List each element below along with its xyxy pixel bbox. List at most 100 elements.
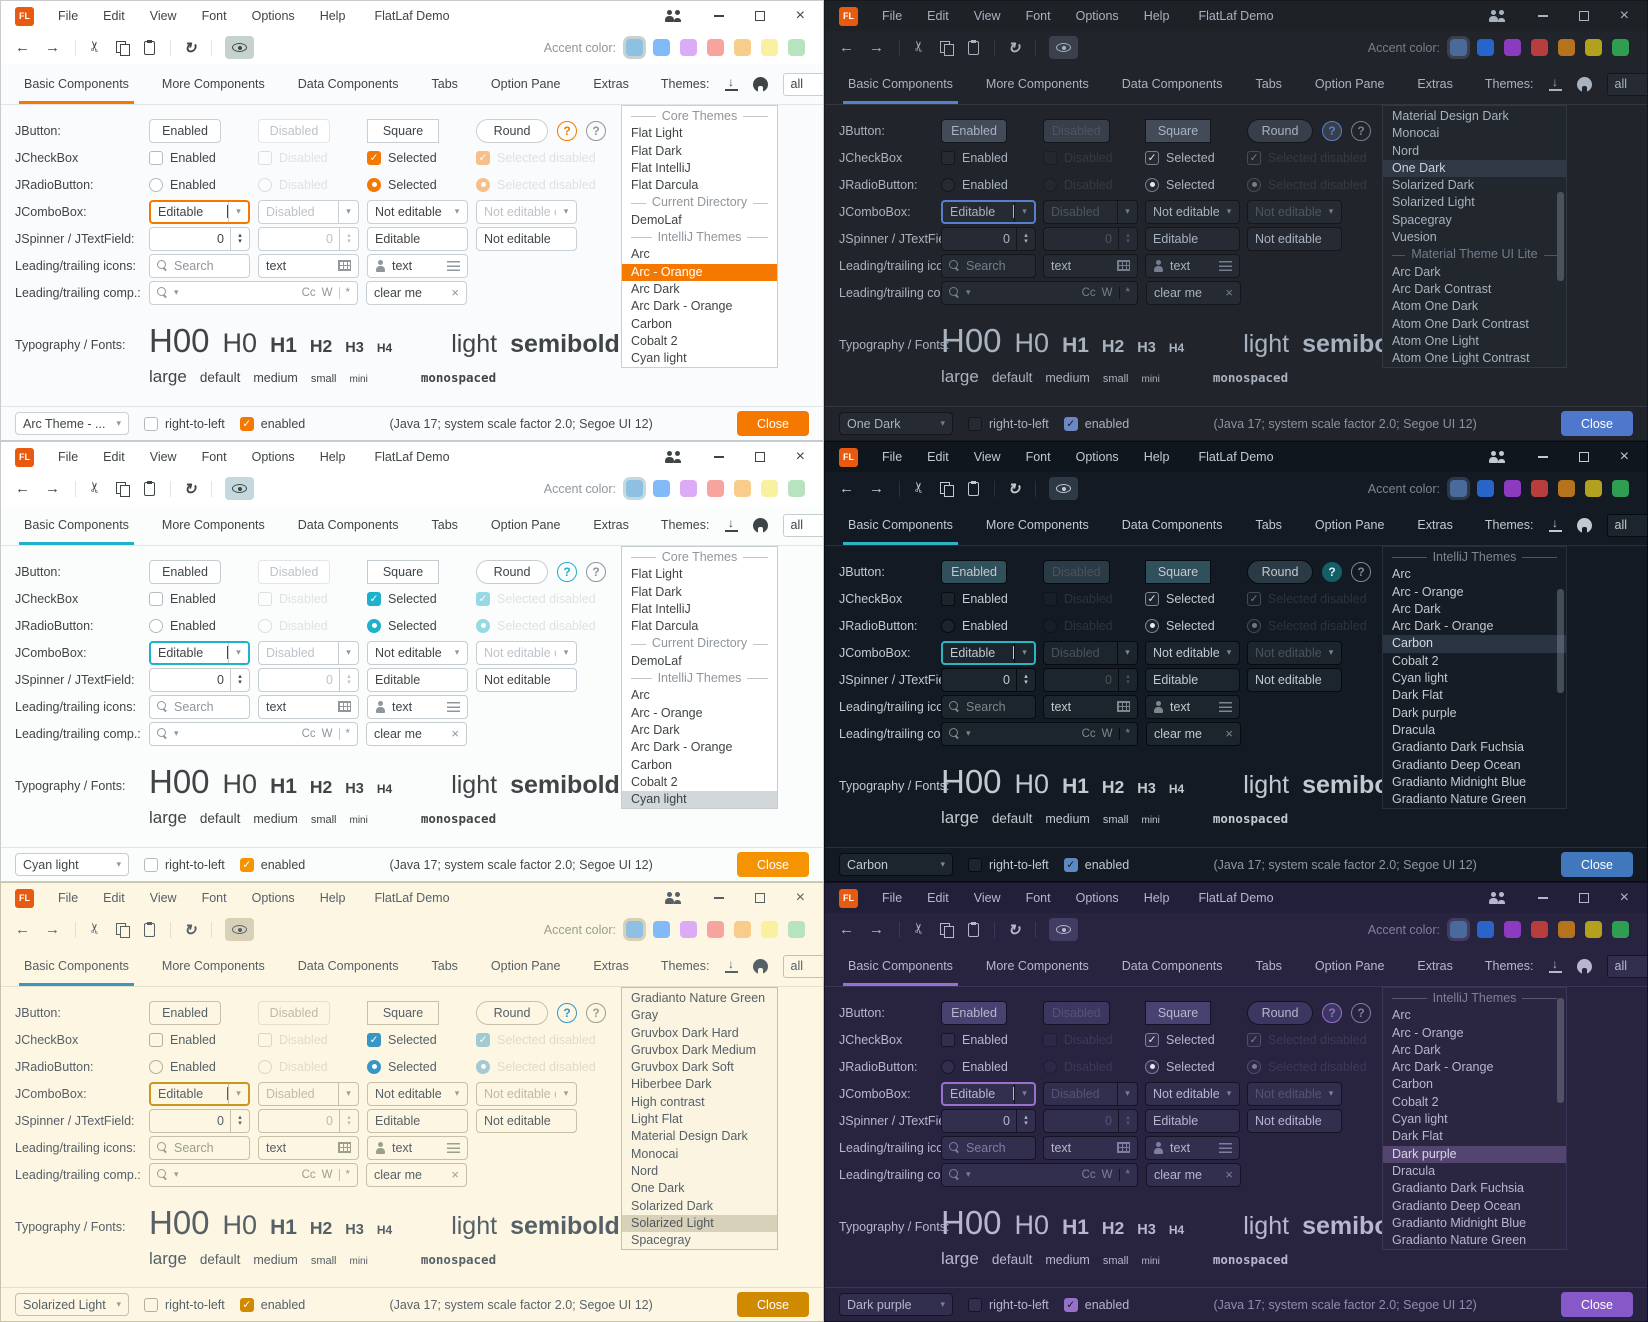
list-icon[interactable] — [1219, 260, 1232, 271]
themes-listbox[interactable]: IntelliJ Themes Arc Arc - Orange Arc Dark Ar… — [1382, 546, 1567, 809]
spinner-buttons[interactable] — [230, 668, 249, 691]
tab-extras[interactable]: Extras — [1417, 959, 1453, 973]
search-input[interactable]: Search — [149, 694, 250, 719]
combobox-arrow-button[interactable]: ▾ — [228, 642, 248, 663]
accent-swatch-default[interactable] — [626, 921, 643, 938]
help-button-outline[interactable]: ? — [586, 561, 606, 582]
theme-list-item[interactable]: Light Flat — [631, 1112, 683, 1127]
theme-list-item[interactable]: Flat IntelliJ — [631, 601, 691, 616]
theme-list-item[interactable]: Cyan light — [622, 791, 777, 808]
theme-list-item[interactable]: Atom One Light Contrast — [1392, 351, 1530, 366]
enabled-checkbox[interactable]: ✓ enabled — [239, 1297, 305, 1312]
spinner[interactable]: 0 — [941, 667, 1036, 692]
chevron-down-icon[interactable]: ▾ — [966, 1169, 971, 1179]
text-field-with-person-icon[interactable]: text — [367, 1135, 468, 1160]
accent-swatch-orange[interactable] — [734, 39, 751, 56]
square-button[interactable]: Square — [1145, 118, 1211, 143]
editable-textfield[interactable]: Editable — [1145, 226, 1240, 251]
theme-filter-combobox[interactable]: all ▾ — [782, 513, 823, 537]
theme-combobox[interactable]: One Dark ▾ — [839, 412, 953, 435]
theme-list-item[interactable]: Atom One Dark — [1392, 299, 1479, 314]
radio-selected[interactable]: Selected — [1145, 618, 1247, 633]
theme-combobox[interactable]: Carbon ▾ — [839, 853, 953, 876]
theme-list-item[interactable]: Atom One Dark Contrast — [1392, 316, 1529, 331]
theme-list-item[interactable]: Nord — [631, 1163, 659, 1178]
editable-combobox[interactable]: Editable ▾ — [149, 640, 250, 665]
list-icon[interactable] — [447, 1142, 460, 1153]
round-button[interactable]: Round — [476, 1000, 548, 1025]
show-hidden-toggle[interactable] — [225, 477, 255, 500]
close-window-button[interactable]: × — [795, 7, 805, 24]
combobox-arrow-button[interactable]: ▾ — [1014, 1083, 1034, 1104]
chevron-down-icon[interactable]: ▾ — [174, 1169, 179, 1179]
theme-list-item[interactable]: Solarized Dark — [1392, 178, 1474, 193]
theme-list-item[interactable]: One Dark — [1383, 159, 1566, 178]
accent-swatch-green[interactable] — [1612, 921, 1629, 938]
checkbox-selected[interactable]: ✓ Selected — [1145, 150, 1247, 165]
list-icon[interactable] — [1219, 701, 1232, 712]
theme-list-item[interactable]: Dracula — [1392, 722, 1436, 737]
theme-list-item[interactable]: One Dark — [631, 1181, 685, 1196]
accent-swatch-yellow[interactable] — [761, 480, 778, 497]
right-to-left-checkbox[interactable]: right-to-left — [144, 416, 225, 431]
menu-view[interactable]: View — [149, 450, 177, 464]
combobox-arrow-button[interactable]: ▾ — [1219, 1083, 1239, 1105]
minimize-button[interactable] — [713, 456, 724, 458]
tab-extras[interactable]: Extras — [1417, 518, 1453, 532]
text-field-with-person-icon[interactable]: text — [367, 253, 468, 278]
users-icon[interactable] — [664, 450, 683, 464]
regex-button[interactable]: * — [345, 286, 350, 299]
theme-list-item[interactable]: Arc Dark — [1392, 264, 1441, 279]
cut-icon[interactable] — [913, 39, 925, 56]
radio-enabled[interactable]: Enabled — [941, 1059, 1043, 1074]
checkbox-enabled[interactable]: Enabled — [149, 1032, 258, 1047]
editable-combobox[interactable]: Editable ▾ — [941, 640, 1036, 665]
back-icon[interactable] — [839, 480, 854, 497]
text-field-with-grid-icon[interactable]: text — [1043, 694, 1138, 719]
list-scrollbar[interactable] — [1557, 998, 1564, 1103]
match-case-button[interactable]: Cc — [301, 286, 316, 299]
minimize-button[interactable] — [1537, 897, 1548, 899]
accent-swatch-purple[interactable] — [680, 39, 697, 56]
theme-list-item[interactable]: Spacegray — [631, 1233, 691, 1248]
themes-listbox[interactable]: Core Themes Flat Light Flat Dark Flat Intel… — [621, 105, 778, 368]
theme-list-item[interactable]: Monocai — [1392, 126, 1440, 141]
table-icon[interactable] — [338, 1142, 351, 1153]
checkbox-selected[interactable]: ✓ Selected — [1145, 591, 1247, 606]
round-button[interactable]: Round — [1247, 118, 1313, 143]
checkbox-selected[interactable]: ✓ Selected — [1145, 1032, 1247, 1047]
menu-edit[interactable]: Edit — [927, 450, 949, 464]
not-editable-combobox[interactable]: Not editable ▾ — [1145, 199, 1240, 224]
tab-basic-components[interactable]: Basic Components — [843, 506, 958, 545]
accent-swatch-yellow[interactable] — [1585, 921, 1602, 938]
text-field-with-grid-icon[interactable]: text — [258, 694, 359, 719]
theme-list-item[interactable]: Gradianto Deep Ocean — [1392, 1198, 1521, 1213]
tab-tabs[interactable]: Tabs — [1255, 518, 1282, 532]
menu-options[interactable]: Options — [1075, 891, 1119, 905]
menu-view[interactable]: View — [973, 450, 1001, 464]
theme-list-item[interactable]: High contrast — [631, 1094, 705, 1109]
theme-list-item[interactable]: Arc — [631, 688, 650, 703]
theme-filter-combobox[interactable]: all ▾ — [1606, 72, 1647, 96]
not-editable-combobox[interactable]: Not editable ▾ — [1145, 1081, 1240, 1106]
theme-list-item[interactable]: Material Design Dark — [631, 1129, 748, 1144]
spinner-down-icon[interactable] — [238, 239, 242, 245]
tab-option-pane[interactable]: Option Pane — [1314, 959, 1385, 973]
editable-combobox[interactable]: Editable ▾ — [149, 199, 250, 224]
tab-data-components[interactable]: Data Components — [1121, 77, 1223, 91]
close-window-button[interactable]: × — [1619, 7, 1629, 24]
paste-icon[interactable] — [967, 480, 979, 496]
theme-list-item[interactable]: Dark purple — [1383, 1145, 1566, 1163]
accent-swatch-default[interactable] — [626, 39, 643, 56]
theme-list-item[interactable]: Arc Dark - Orange — [1392, 619, 1494, 634]
radio-selected[interactable]: Selected — [367, 1059, 476, 1074]
enabled-button[interactable]: Enabled — [149, 559, 221, 584]
text-field-with-person-icon[interactable]: text — [1145, 253, 1240, 278]
theme-combobox[interactable]: Cyan light ▾ — [15, 853, 129, 876]
download-icon[interactable] — [724, 77, 738, 91]
close-button[interactable]: Close — [737, 1292, 809, 1317]
users-icon[interactable] — [664, 9, 683, 23]
radio-enabled[interactable]: Enabled — [941, 618, 1043, 633]
clear-icon[interactable] — [451, 726, 459, 741]
cut-icon[interactable] — [89, 480, 101, 497]
